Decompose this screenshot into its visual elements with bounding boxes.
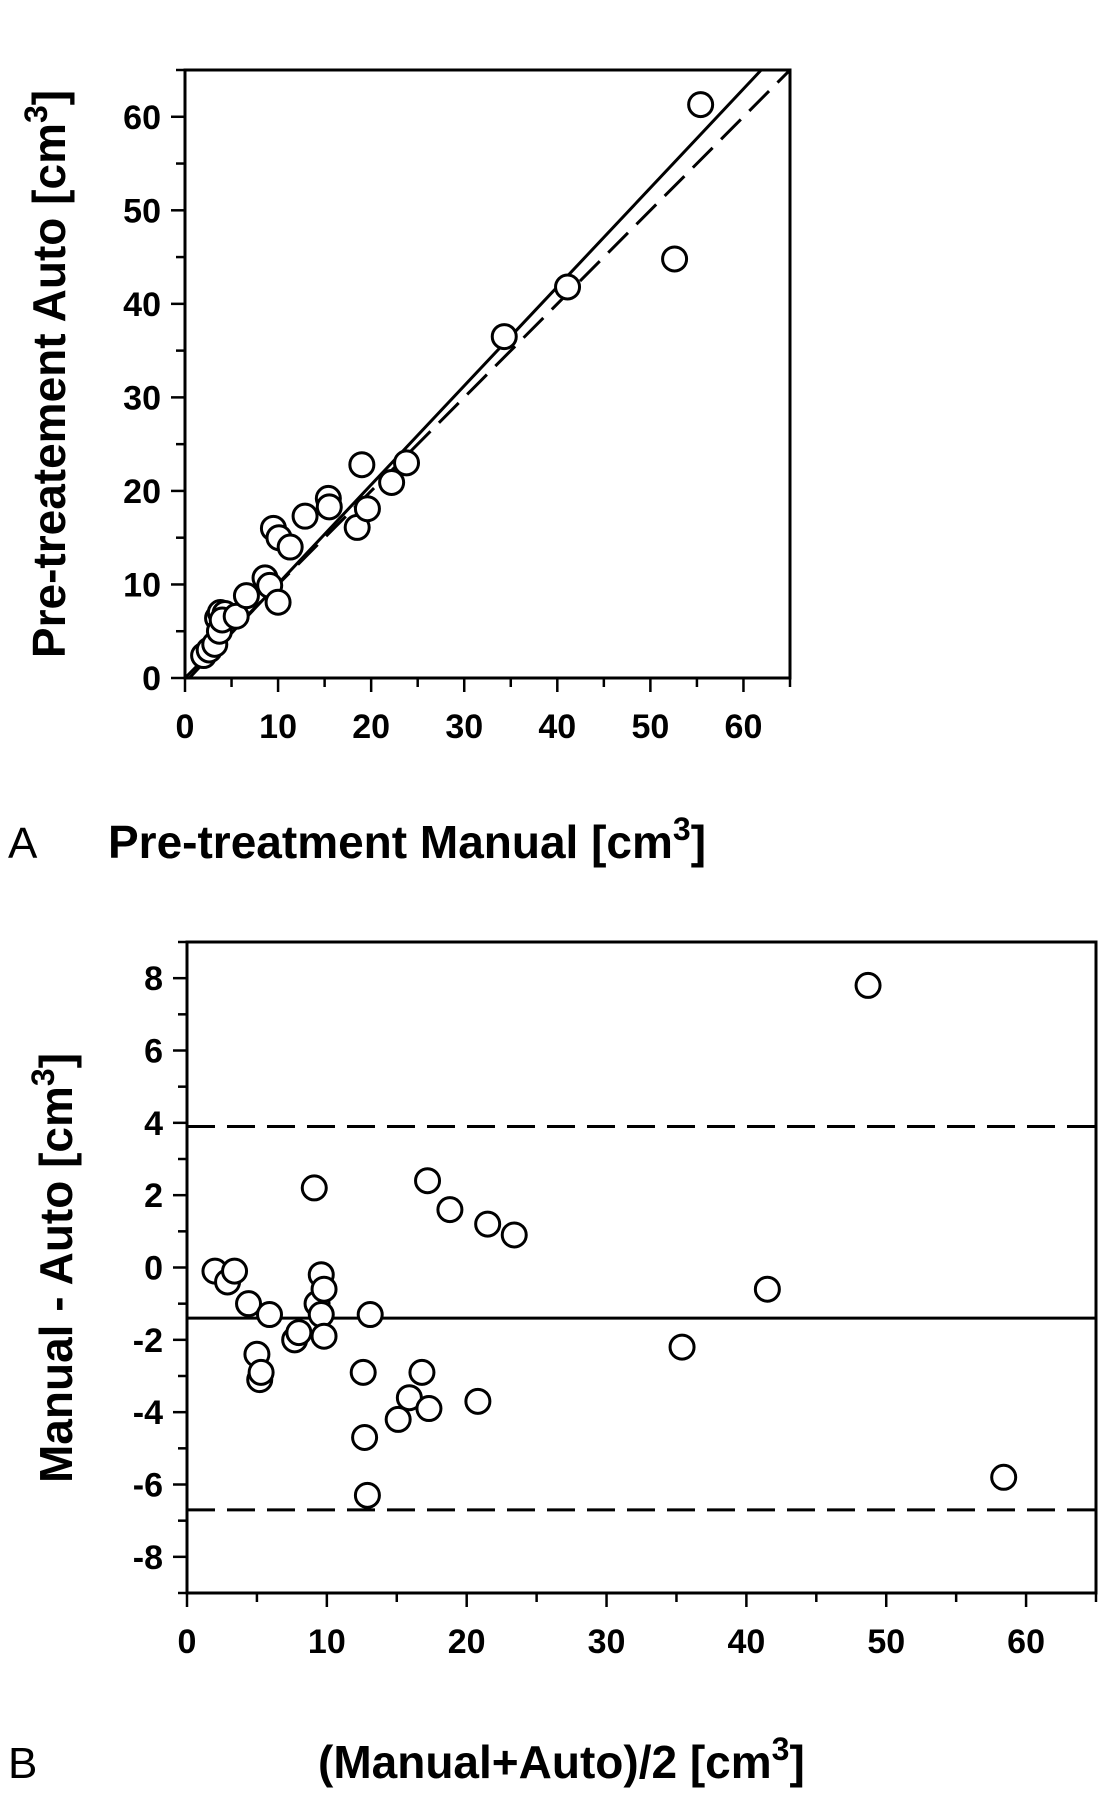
data-point [474, 1210, 502, 1238]
x-tick-label: 20 [448, 1623, 486, 1661]
x-axis-label-b-text: (Manual+Auto)/2 [cm [318, 1736, 772, 1788]
data-point [464, 1387, 492, 1415]
data-point [668, 1333, 696, 1361]
y-axis-label-a-bracket: ] [23, 90, 75, 105]
x-tick-label: 0 [176, 708, 195, 746]
y-tick-label: 40 [123, 286, 161, 324]
y-axis-label-a-superscript: 3 [18, 105, 54, 123]
data-point [990, 1463, 1018, 1491]
y-tick-label: -8 [133, 1539, 163, 1577]
x-axis-label-a-bracket: ] [691, 816, 706, 868]
y-tick-label: 10 [123, 566, 161, 604]
panel-b: 0 10 20 30 40 50 60 -8 -6 -4 -2 0 2 4 6 8 B (Manual+Aut… [8, 940, 1098, 1788]
y-tick-label: 4 [144, 1105, 163, 1143]
data-point [310, 1322, 338, 1350]
data-point [264, 588, 292, 616]
y-tick-label: 0 [144, 1250, 163, 1288]
data-point [414, 1167, 442, 1195]
plot-area-a: 0 10 20 30 40 50 60 0 10 20 30 40 50 60 [123, 68, 792, 746]
x-tick-label: 0 [178, 1623, 197, 1661]
x-tick-label: 20 [352, 708, 390, 746]
x-tick-label: 50 [631, 708, 669, 746]
data-point [661, 245, 689, 273]
data-point [753, 1275, 781, 1303]
data-point [247, 1358, 275, 1386]
data-point [307, 1301, 335, 1329]
data-point [221, 1257, 249, 1285]
panel-a: 0 10 20 30 40 50 60 0 10 20 30 40 50 60 A Pre-treatme… [8, 68, 792, 868]
data-point [351, 1423, 379, 1451]
y-axis-label-b-superscript: 3 [25, 1068, 61, 1086]
data-point [500, 1221, 528, 1249]
data-point [276, 533, 304, 561]
plot-frame [183, 68, 792, 680]
x-tick-label: 60 [1007, 1623, 1045, 1661]
y-tick-label: 2 [144, 1177, 163, 1215]
y-tick-label: 60 [123, 99, 161, 137]
data-point [378, 469, 406, 497]
x-axis-label-a-text: Pre-treatment Manual [cm [108, 816, 673, 868]
data-point [436, 1196, 464, 1224]
y-axis-label-a: Pre-treatement Auto [cm3] [18, 90, 75, 658]
panel-letter-b: B [8, 1739, 37, 1788]
y-tick-label: 0 [142, 660, 161, 698]
y-tick-label: -6 [133, 1467, 163, 1505]
x-axis-label-b: (Manual+Auto)/2 [cm3] [318, 1731, 805, 1788]
data-point [315, 493, 343, 521]
data-point [291, 502, 319, 530]
data-point [393, 449, 421, 477]
x-tick-label: 30 [445, 708, 483, 746]
data-point [356, 1301, 384, 1329]
data-point [353, 495, 381, 523]
data-point [415, 1395, 443, 1423]
panel-letter-a: A [8, 819, 38, 868]
y-tick-label: 30 [123, 379, 161, 417]
plot-area-b: 0 10 20 30 40 50 60 -8 -6 -4 -2 0 2 4 6 8 [133, 940, 1098, 1661]
data-point [348, 451, 376, 479]
identity-line [185, 70, 790, 678]
y-tick-label: 20 [123, 473, 161, 511]
y-tick-label: -4 [133, 1394, 163, 1432]
data-point [687, 91, 715, 119]
data-point [554, 273, 582, 301]
data-point [353, 1481, 381, 1509]
data-point [285, 1319, 313, 1347]
data-point [490, 323, 518, 351]
y-axis-label-b: Manual - Auto [cm3] [25, 1053, 82, 1483]
data-point [349, 1358, 377, 1386]
x-axis-label-b-superscript: 3 [772, 1731, 790, 1767]
y-axis-label-b-bracket: ] [30, 1053, 82, 1068]
x-axis-label-a: Pre-treatment Manual [cm3] [108, 811, 706, 868]
data-point [256, 1301, 284, 1329]
data-point [232, 582, 260, 610]
x-tick-label: 60 [725, 708, 763, 746]
y-tick-label: 50 [123, 192, 161, 230]
y-tick-label: 6 [144, 1033, 163, 1071]
x-tick-label: 30 [588, 1623, 626, 1661]
data-point [235, 1290, 263, 1318]
x-tick-label: 10 [308, 1623, 346, 1661]
y-tick-label: 8 [144, 960, 163, 998]
y-tick-label: -2 [133, 1322, 163, 1360]
data-point [310, 1275, 338, 1303]
y-axis-label-b-text: Manual - Auto [cm [30, 1086, 82, 1483]
x-tick-label: 50 [867, 1623, 905, 1661]
x-tick-label: 10 [259, 708, 297, 746]
data-point [300, 1174, 328, 1202]
x-axis-label-a-superscript: 3 [673, 811, 691, 847]
x-tick-label: 40 [538, 708, 576, 746]
data-point [384, 1405, 412, 1433]
data-point [408, 1358, 436, 1386]
x-axis-label-b-bracket: ] [789, 1736, 804, 1788]
data-point [854, 971, 882, 999]
y-axis-label-a-text: Pre-treatement Auto [cm [23, 123, 75, 658]
x-tick-label: 40 [727, 1623, 765, 1661]
